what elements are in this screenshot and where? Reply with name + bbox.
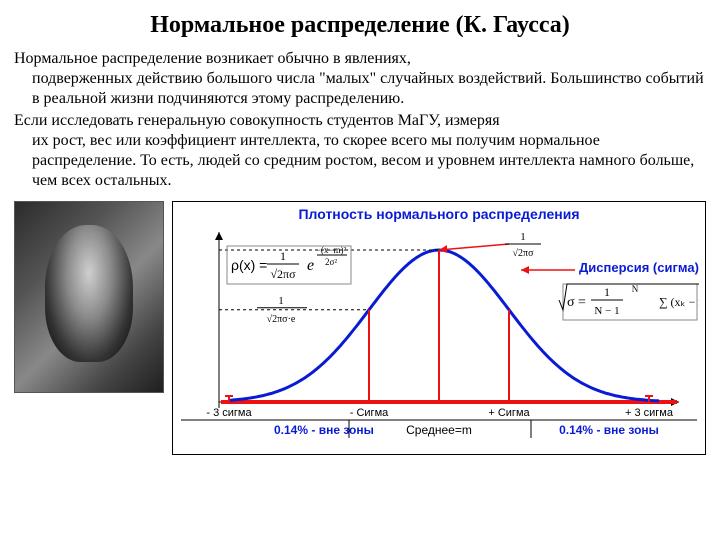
p1-rest: подверженных действию большого числа "ма… xyxy=(14,69,706,109)
svg-text:√2πσ: √2πσ xyxy=(270,267,296,281)
svg-text:e: e xyxy=(307,257,314,274)
svg-text:∑ (xₖ − m)²: ∑ (xₖ − m)² xyxy=(659,295,699,309)
svg-text:+ 3 сигма: + 3 сигма xyxy=(625,407,674,419)
body-text: Нормальное распределение возникает обычн… xyxy=(14,49,706,191)
normal-distribution-chart: Плотность нормального распределения - 3 … xyxy=(172,201,706,455)
svg-text:N − 1: N − 1 xyxy=(594,305,619,317)
gauss-portrait xyxy=(14,201,164,393)
svg-text:2σ²: 2σ² xyxy=(325,257,337,267)
svg-text:σ =: σ = xyxy=(567,295,586,310)
svg-text:√2πσ: √2πσ xyxy=(513,248,535,259)
svg-text:ρ(x) =: ρ(x) = xyxy=(231,257,267,273)
svg-text:1: 1 xyxy=(604,285,610,299)
svg-text:N: N xyxy=(632,284,639,294)
slide-title: Нормальное распределение (К. Гаусса) xyxy=(14,12,706,39)
p2-rest: их рост, вес или коэффициент интеллекта,… xyxy=(14,131,706,191)
svg-text:1: 1 xyxy=(278,295,284,307)
p2-l1: Если исследовать генеральную совокупност… xyxy=(14,112,500,129)
chart-title: Плотность нормального распределения xyxy=(177,206,701,222)
svg-text:Среднее=m: Среднее=m xyxy=(406,423,472,437)
svg-text:- Сигма: - Сигма xyxy=(350,407,389,419)
svg-text:+ Сигма: + Сигма xyxy=(488,407,530,419)
chart-svg: - 3 сигма - Сигма + Сигма + 3 сигма 0.14% - … xyxy=(179,222,699,442)
svg-text:0.14% - вне зоны: 0.14% - вне зоны xyxy=(559,423,659,437)
svg-text:1: 1 xyxy=(280,249,286,263)
svg-text:Дисперсия (сигма): Дисперсия (сигма) xyxy=(579,260,699,275)
svg-text:√2πσ·e: √2πσ·e xyxy=(267,314,296,325)
svg-text:1: 1 xyxy=(520,231,526,243)
svg-text:- 3 сигма: - 3 сигма xyxy=(206,407,252,419)
p1-l1: Нормальное распределение возникает обычн… xyxy=(14,50,411,67)
svg-text:0.14% - вне зоны: 0.14% - вне зоны xyxy=(274,423,374,437)
